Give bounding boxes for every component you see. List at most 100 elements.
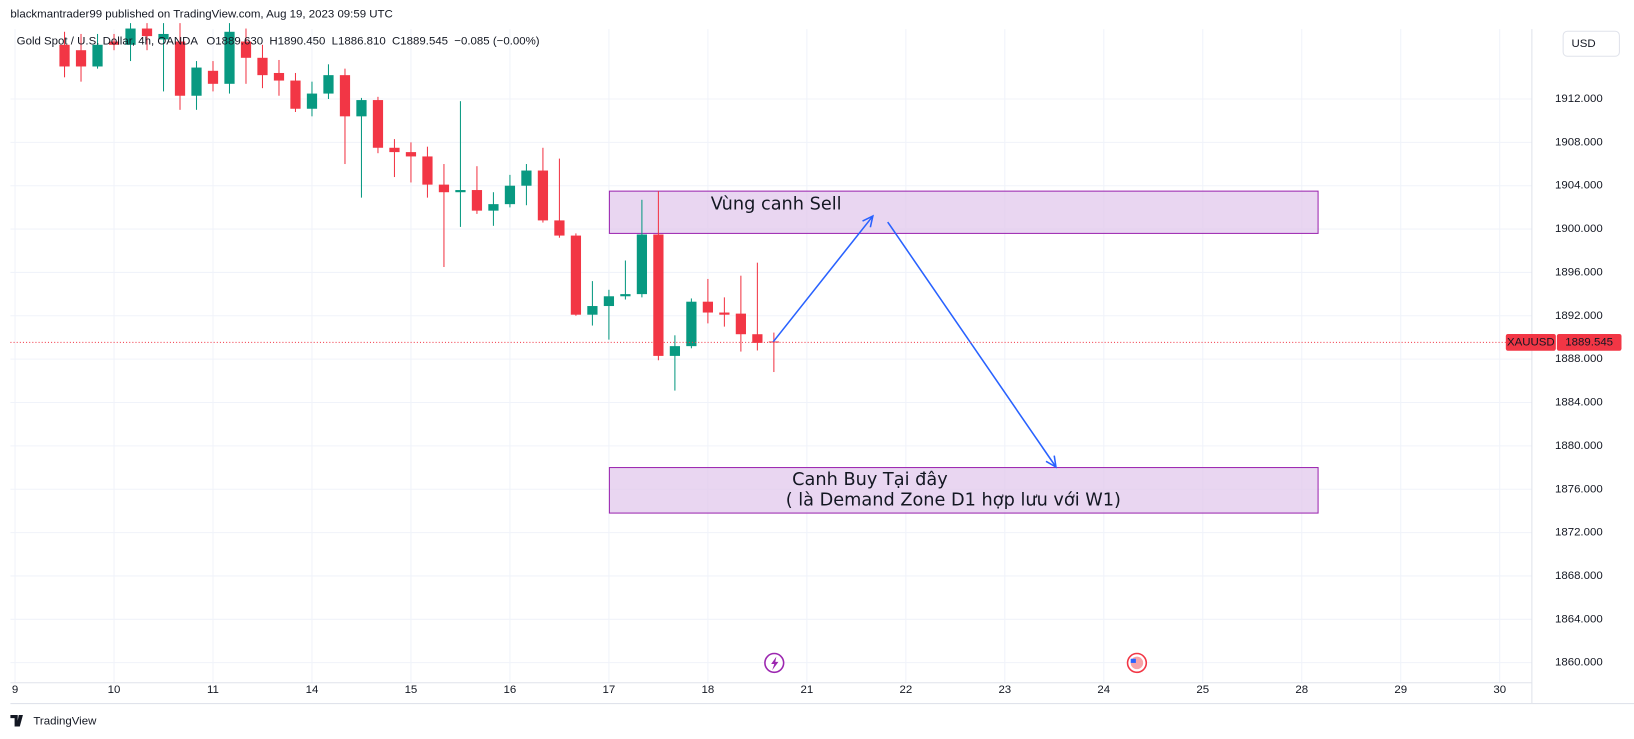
x-tick-label: 10 <box>108 684 121 696</box>
candle-body <box>504 185 516 205</box>
ohlc-change: −0.085 (−0.00%) <box>454 36 539 48</box>
x-tick-label: 11 <box>207 684 219 696</box>
event-icon[interactable] <box>1126 652 1148 674</box>
candle-body <box>356 100 367 117</box>
candle-body <box>372 100 384 148</box>
y-tick-label: 1912.000 <box>1555 93 1603 105</box>
y-tick-label: 1884.000 <box>1555 397 1603 409</box>
candle-body <box>339 75 351 117</box>
grid <box>10 29 1532 683</box>
candle-body <box>669 346 681 356</box>
ohlc-open: O1889.630 <box>206 36 263 48</box>
zone-label: Vùng canh Sell <box>711 195 842 215</box>
arrow <box>772 215 874 343</box>
x-tick-label: 25 <box>1196 684 1209 696</box>
zone-label: ( là Demand Zone D1 hợp lưu với W1) <box>786 491 1121 511</box>
y-tick-label: 1880.000 <box>1555 440 1603 452</box>
candle-body <box>290 80 301 109</box>
arrow-head <box>862 214 874 228</box>
price-tag <box>1556 334 1622 351</box>
candle-body <box>653 234 664 356</box>
ohlc-low: L1886.810 <box>332 36 386 48</box>
candle-body <box>141 28 153 37</box>
zone <box>608 467 1319 514</box>
legend: Gold Spot / U.S. Dollar, 4h, OANDA <box>17 36 199 48</box>
candle-body <box>438 184 450 193</box>
y-tick-label: 1864.000 <box>1555 613 1603 625</box>
candle-body <box>306 93 318 109</box>
candle-body <box>537 170 549 221</box>
x-tick-label: 29 <box>1394 684 1407 696</box>
y-tick-label: 1892.000 <box>1555 310 1603 322</box>
candle-body <box>455 190 466 193</box>
candle-body <box>735 313 746 335</box>
candle-body <box>570 235 582 315</box>
x-tick-label: 18 <box>702 684 715 696</box>
y-tick-label: 1900.000 <box>1555 223 1603 235</box>
symbol-tag <box>1505 334 1556 351</box>
candle-body <box>521 170 532 186</box>
x-tick-label: 9 <box>12 684 18 696</box>
candle-body <box>174 41 186 96</box>
arrow <box>887 221 1057 468</box>
candle-body <box>59 44 70 67</box>
candle-body <box>257 57 268 76</box>
published-line: blackmantrader99 published on TradingVie… <box>10 9 392 21</box>
symbol: Gold Spot / U.S. Dollar, 4h, OANDA <box>17 36 199 48</box>
candle-body <box>323 75 334 94</box>
x-tick-label: 28 <box>1295 684 1308 696</box>
y-tick-label: 1872.000 <box>1555 527 1603 539</box>
marks: Vùng canh Sell Canh Buy Tại đây( là Deman… <box>10 23 1532 514</box>
candle-body <box>191 67 202 96</box>
ohlc-high: H1890.450 <box>269 36 325 48</box>
x-tick-label: 30 <box>1493 684 1506 696</box>
candle-body <box>92 44 103 67</box>
candle-body <box>603 296 615 307</box>
currency-button[interactable] <box>1562 30 1620 57</box>
candle-body <box>554 220 565 236</box>
x-tick-label: 21 <box>800 684 813 696</box>
y-tick-label: 1876.000 <box>1555 483 1603 495</box>
candle-body <box>158 33 169 40</box>
x-tick-label: 24 <box>1097 684 1110 696</box>
x-tick-label: 22 <box>899 684 912 696</box>
candle-body <box>108 41 120 45</box>
candle-body <box>636 234 648 295</box>
x-tick-label: 23 <box>998 684 1011 696</box>
footer-brand: TradingView <box>33 715 97 727</box>
y-tick-label: 1904.000 <box>1555 180 1603 192</box>
zone <box>608 190 1319 234</box>
y-tick-label: 1860.000 <box>1555 657 1603 669</box>
candle-body <box>587 306 598 315</box>
candle-body <box>471 190 483 211</box>
arrow-head <box>1045 455 1057 469</box>
price-tag-label: 1889.545 <box>1565 336 1613 348</box>
candle-body <box>224 31 235 84</box>
candle-body <box>125 28 136 45</box>
ohlc-close: C1889.545 <box>392 36 448 48</box>
candle-body <box>273 72 285 81</box>
candle-body <box>488 204 499 211</box>
candle-body <box>75 50 87 67</box>
candle-body <box>702 301 713 313</box>
y-tick-label: 1888.000 <box>1555 353 1603 365</box>
x-tick-label: 14 <box>306 684 319 696</box>
candle-body <box>405 152 417 157</box>
y-tick-label: 1868.000 <box>1555 570 1603 582</box>
symbol-tag-label: XAUUSD <box>1507 336 1555 348</box>
x-tick-label: 15 <box>405 684 418 696</box>
candle-body <box>389 147 400 153</box>
y-tick-label: 1908.000 <box>1555 136 1603 148</box>
y-tick-label: 1896.000 <box>1555 266 1603 278</box>
candle-body <box>422 156 433 185</box>
candle-body <box>686 301 697 347</box>
event-icon[interactable] <box>764 652 785 674</box>
candle-body <box>207 70 219 84</box>
logo <box>10 715 23 727</box>
candle-body <box>719 312 730 315</box>
candle-body <box>240 41 252 58</box>
currency-label[interactable]: USD <box>1571 38 1595 50</box>
